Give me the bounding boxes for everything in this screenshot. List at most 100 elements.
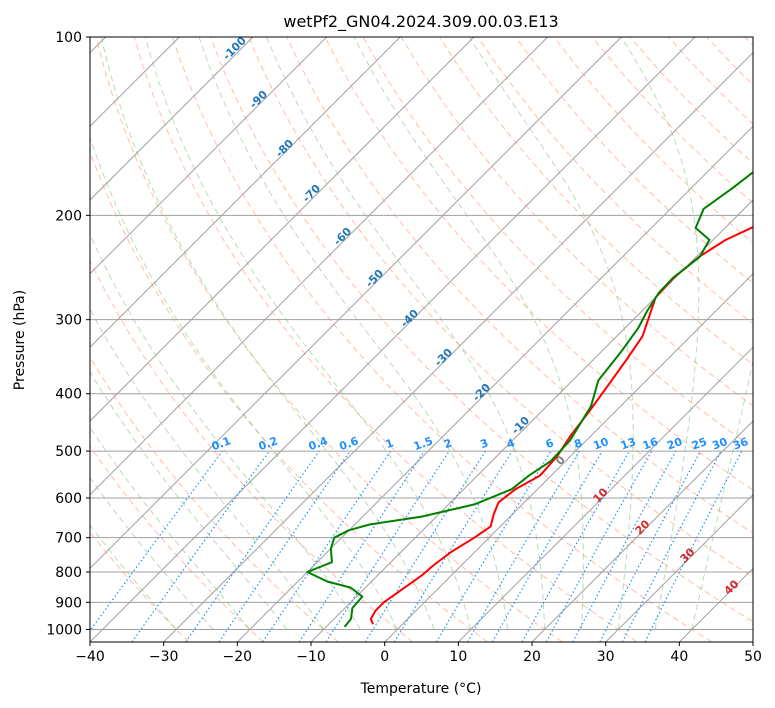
temperature-line (369, 225, 753, 625)
dry-adiabat (286, 37, 753, 534)
isotherm-line (384, 272, 753, 642)
y-tick-label: 600 (55, 491, 82, 507)
dry-adiabat (90, 259, 414, 642)
plot-frame (89, 36, 754, 643)
moist-adiabat (90, 426, 251, 630)
dry-adiabat (706, 37, 753, 86)
y-axis-label: Pressure (hPa) (12, 290, 28, 390)
dry-adiabat-label: 30 (678, 545, 698, 565)
mixing-ratio-label: 1.5 (412, 434, 435, 453)
isotherm-label: -10 (509, 414, 532, 437)
isotherm-line (752, 641, 753, 642)
isotherm-label: -50 (363, 267, 386, 290)
mixing-ratio-label: 0.2 (257, 434, 280, 453)
mixing-ratio-line (644, 450, 743, 642)
dry-adiabat (95, 37, 563, 642)
moist-adiabat (90, 135, 398, 630)
x-tick-label: 40 (670, 649, 688, 665)
mixing-ratio-label: 30 (710, 435, 729, 453)
isotherm-label: -80 (273, 137, 296, 160)
mixing-ratio-line (218, 450, 351, 642)
x-tick-label: −10 (296, 649, 326, 665)
mixing-ratio-label: 16 (641, 435, 660, 453)
isotherm-line (90, 37, 622, 570)
moist-adiabat (266, 37, 546, 630)
dewpoint-line (306, 171, 753, 628)
mixing-ratio-label: 0.4 (307, 434, 330, 453)
mixing-ratio-label: 20 (665, 435, 684, 453)
x-axis-label: Temperature (°C) (360, 681, 482, 697)
y-tick-label: 400 (55, 387, 82, 403)
y-tick-label: 900 (55, 595, 82, 611)
y-tick-label: 700 (55, 531, 82, 547)
mixing-ratio-line (545, 450, 653, 642)
isotherm-line (90, 37, 549, 496)
mixing-ratio-line (90, 450, 223, 632)
moist-adiabat (90, 524, 177, 630)
x-tick-label: 30 (597, 649, 615, 665)
axes: −40 −30 −20 −10 0 10 20 30 40 5010020030040050060… (46, 30, 762, 665)
line-labels: 0.1 0.2 0.4 0.6 1 1.5 2 3 4 6 8 10 13 16 20 25 30 36-100-… (210, 34, 750, 598)
x-tick-label: −30 (149, 649, 179, 665)
moist-adiabat (90, 370, 288, 630)
x-tick-label: −40 (75, 649, 105, 665)
dry-adiabat (248, 37, 753, 578)
dry-adiabat (90, 531, 190, 642)
isotherm-line (457, 346, 753, 642)
y-tick-label: 100 (55, 30, 82, 46)
isotherm-line (90, 37, 475, 422)
y-tick-label: 300 (55, 313, 82, 329)
isotherm-line (531, 420, 753, 642)
isotherm-line (163, 51, 753, 642)
mixing-ratio-label: 6 (544, 436, 556, 451)
mixing-ratio-label: 10 (592, 435, 611, 453)
x-tick-label: 0 (380, 649, 389, 665)
mixing-ratio-label: 4 (505, 436, 517, 451)
mixing-ratio-line (364, 450, 486, 642)
dry-adiabat (90, 150, 488, 642)
y-tick-label: 200 (55, 208, 82, 224)
mixing-ratio-label: 8 (572, 436, 584, 451)
isotherm-label: -20 (470, 381, 493, 404)
isotherm-line (310, 199, 753, 642)
isotherm-line (236, 125, 753, 642)
x-tick-label: 50 (744, 649, 762, 665)
isotherm-label: -40 (398, 307, 421, 330)
dry-adiabat (210, 37, 753, 623)
mixing-ratio-line (572, 450, 677, 642)
moist-adiabat (100, 37, 435, 630)
moist-adiabat (90, 232, 361, 630)
moist-adiabat (90, 476, 214, 630)
dry-adiabat (90, 445, 264, 642)
mixing-ratio-label: 3 (478, 436, 490, 451)
moist-adiabat (353, 37, 584, 630)
moist-adiabat (469, 37, 634, 630)
isotherm-line (605, 493, 753, 642)
mixing-ratio-line (131, 450, 270, 642)
moist-adiabat (198, 37, 509, 630)
chart-title: wetPf2_GN04.2024.309.00.03.E13 (283, 12, 558, 32)
background-grid (90, 37, 753, 642)
mixing-ratio-line (185, 450, 320, 642)
mixing-ratio-line (298, 450, 425, 642)
y-tick-label: 800 (55, 565, 82, 581)
dry-adiabat (744, 37, 753, 47)
moist-adiabat (620, 37, 700, 630)
y-tick-label: 1000 (46, 622, 82, 638)
mixing-ratio-line (393, 450, 513, 642)
moist-adiabat (691, 358, 753, 630)
dry-adiabat (133, 37, 638, 642)
mixing-ratio-line (325, 450, 450, 642)
dry-adiabat (324, 37, 753, 491)
mixing-ratio-line (521, 450, 631, 642)
dry-adiabat (553, 37, 753, 244)
moist-adiabat (144, 37, 472, 630)
isotherm-line (90, 37, 401, 349)
y-tick-label: 500 (55, 444, 82, 460)
mixing-ratio-label: 36 (731, 435, 750, 453)
dry-adiabat (515, 37, 753, 284)
mixing-ratio-line (262, 450, 392, 642)
x-tick-label: 10 (449, 649, 467, 665)
dry-adiabat (90, 356, 339, 642)
